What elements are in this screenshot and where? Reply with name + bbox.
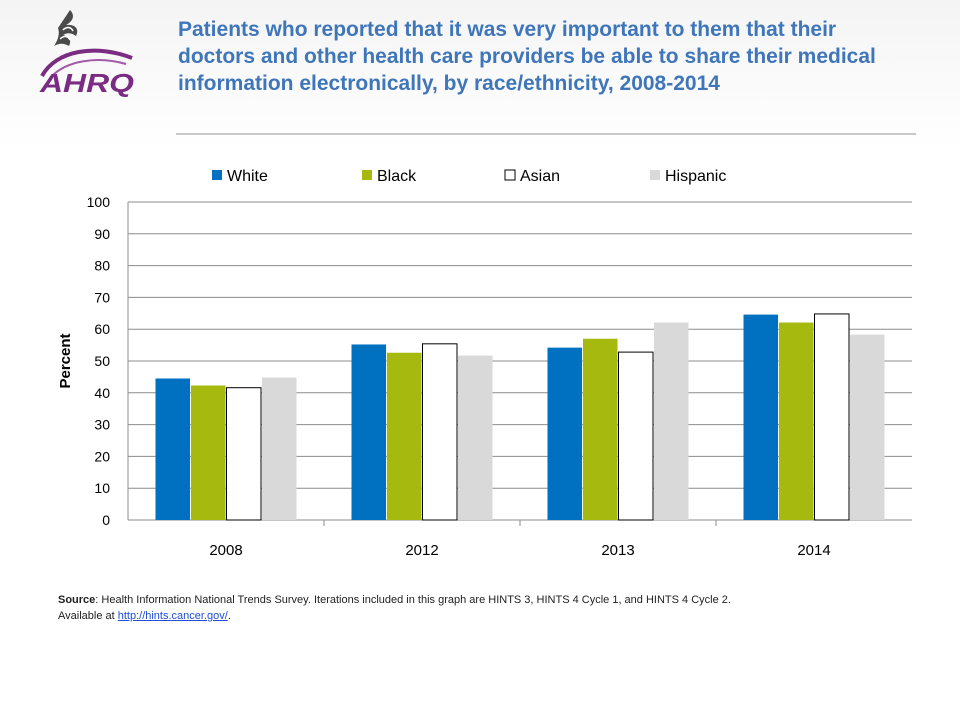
- y-tick-label: 100: [87, 194, 111, 210]
- slide-title: Patients who reported that it was very i…: [178, 18, 876, 95]
- legend-swatch-asian: [504, 169, 516, 181]
- legend-label-white: White: [227, 168, 268, 185]
- x-tick-label: 2014: [797, 542, 830, 559]
- bar-black-2012: [387, 352, 422, 520]
- y-tick-label: 50: [94, 353, 110, 369]
- source-text: : Health Information National Trends Sur…: [95, 594, 731, 606]
- legend-label-black: Black: [377, 168, 417, 185]
- hhs-eagle-icon: [54, 10, 78, 46]
- y-tick-label: 10: [94, 480, 110, 496]
- bars: [155, 313, 885, 521]
- ahrq-logo-text: AHRQ: [39, 68, 134, 98]
- x-tick-label: 2012: [405, 542, 438, 559]
- legend-label-asian: Asian: [520, 168, 560, 185]
- y-tick-label: 20: [94, 448, 110, 464]
- source-label: Source: [58, 594, 96, 606]
- ahrq-logo: AHRQ: [39, 10, 134, 98]
- bar-asian-2013: [618, 351, 654, 521]
- y-axis-ticks: 0 10 20 30 40 50 60 70 80 90 100: [87, 194, 111, 528]
- source-footnote: Source: Health Information National Tren…: [58, 592, 918, 624]
- bar-hispanic-2014: [850, 334, 885, 520]
- y-axis-label: Percent: [57, 333, 74, 388]
- bar-black-2014: [779, 322, 814, 520]
- legend: White Black Asian Hispanic: [212, 168, 726, 185]
- y-tick-label: 90: [94, 226, 110, 242]
- y-tick-label: 0: [102, 512, 110, 528]
- footnote-period: .: [227, 610, 231, 622]
- bar-white-2013: [547, 347, 582, 520]
- x-tick-label: 2013: [601, 542, 634, 559]
- bar-black-2013: [583, 338, 618, 520]
- bar-white-2012: [351, 344, 386, 520]
- available-text: Available at: [58, 610, 118, 622]
- header-background: [0, 0, 960, 150]
- y-tick-label: 60: [94, 321, 110, 337]
- bar-hispanic-2013: [654, 322, 689, 520]
- ahrq-emblem: [40, 48, 133, 79]
- title-divider: [176, 133, 916, 135]
- legend-swatch-hispanic: [650, 170, 660, 180]
- y-tick-label: 30: [94, 417, 110, 433]
- bar-white-2008: [155, 378, 190, 520]
- y-tick-label: 80: [94, 258, 110, 274]
- bar-asian-2012: [422, 343, 458, 521]
- bar-white-2014: [743, 314, 778, 520]
- legend-swatch-black: [362, 170, 372, 180]
- legend-swatch-white: [212, 170, 222, 180]
- bar-asian-2014: [814, 313, 850, 521]
- y-tick-label: 40: [94, 385, 110, 401]
- y-tick-label: 70: [94, 289, 110, 305]
- bar-asian-2008: [226, 387, 262, 521]
- x-tick-label: 2008: [209, 542, 242, 559]
- hints-link[interactable]: http://hints.cancer.gov/: [117, 610, 228, 622]
- bar-black-2008: [191, 385, 226, 520]
- x-axis-ticks: 2008 2012 2013 2014: [209, 542, 830, 559]
- bar-hispanic-2012: [458, 355, 493, 520]
- legend-label-hispanic: Hispanic: [665, 168, 726, 185]
- bar-hispanic-2008: [262, 377, 297, 520]
